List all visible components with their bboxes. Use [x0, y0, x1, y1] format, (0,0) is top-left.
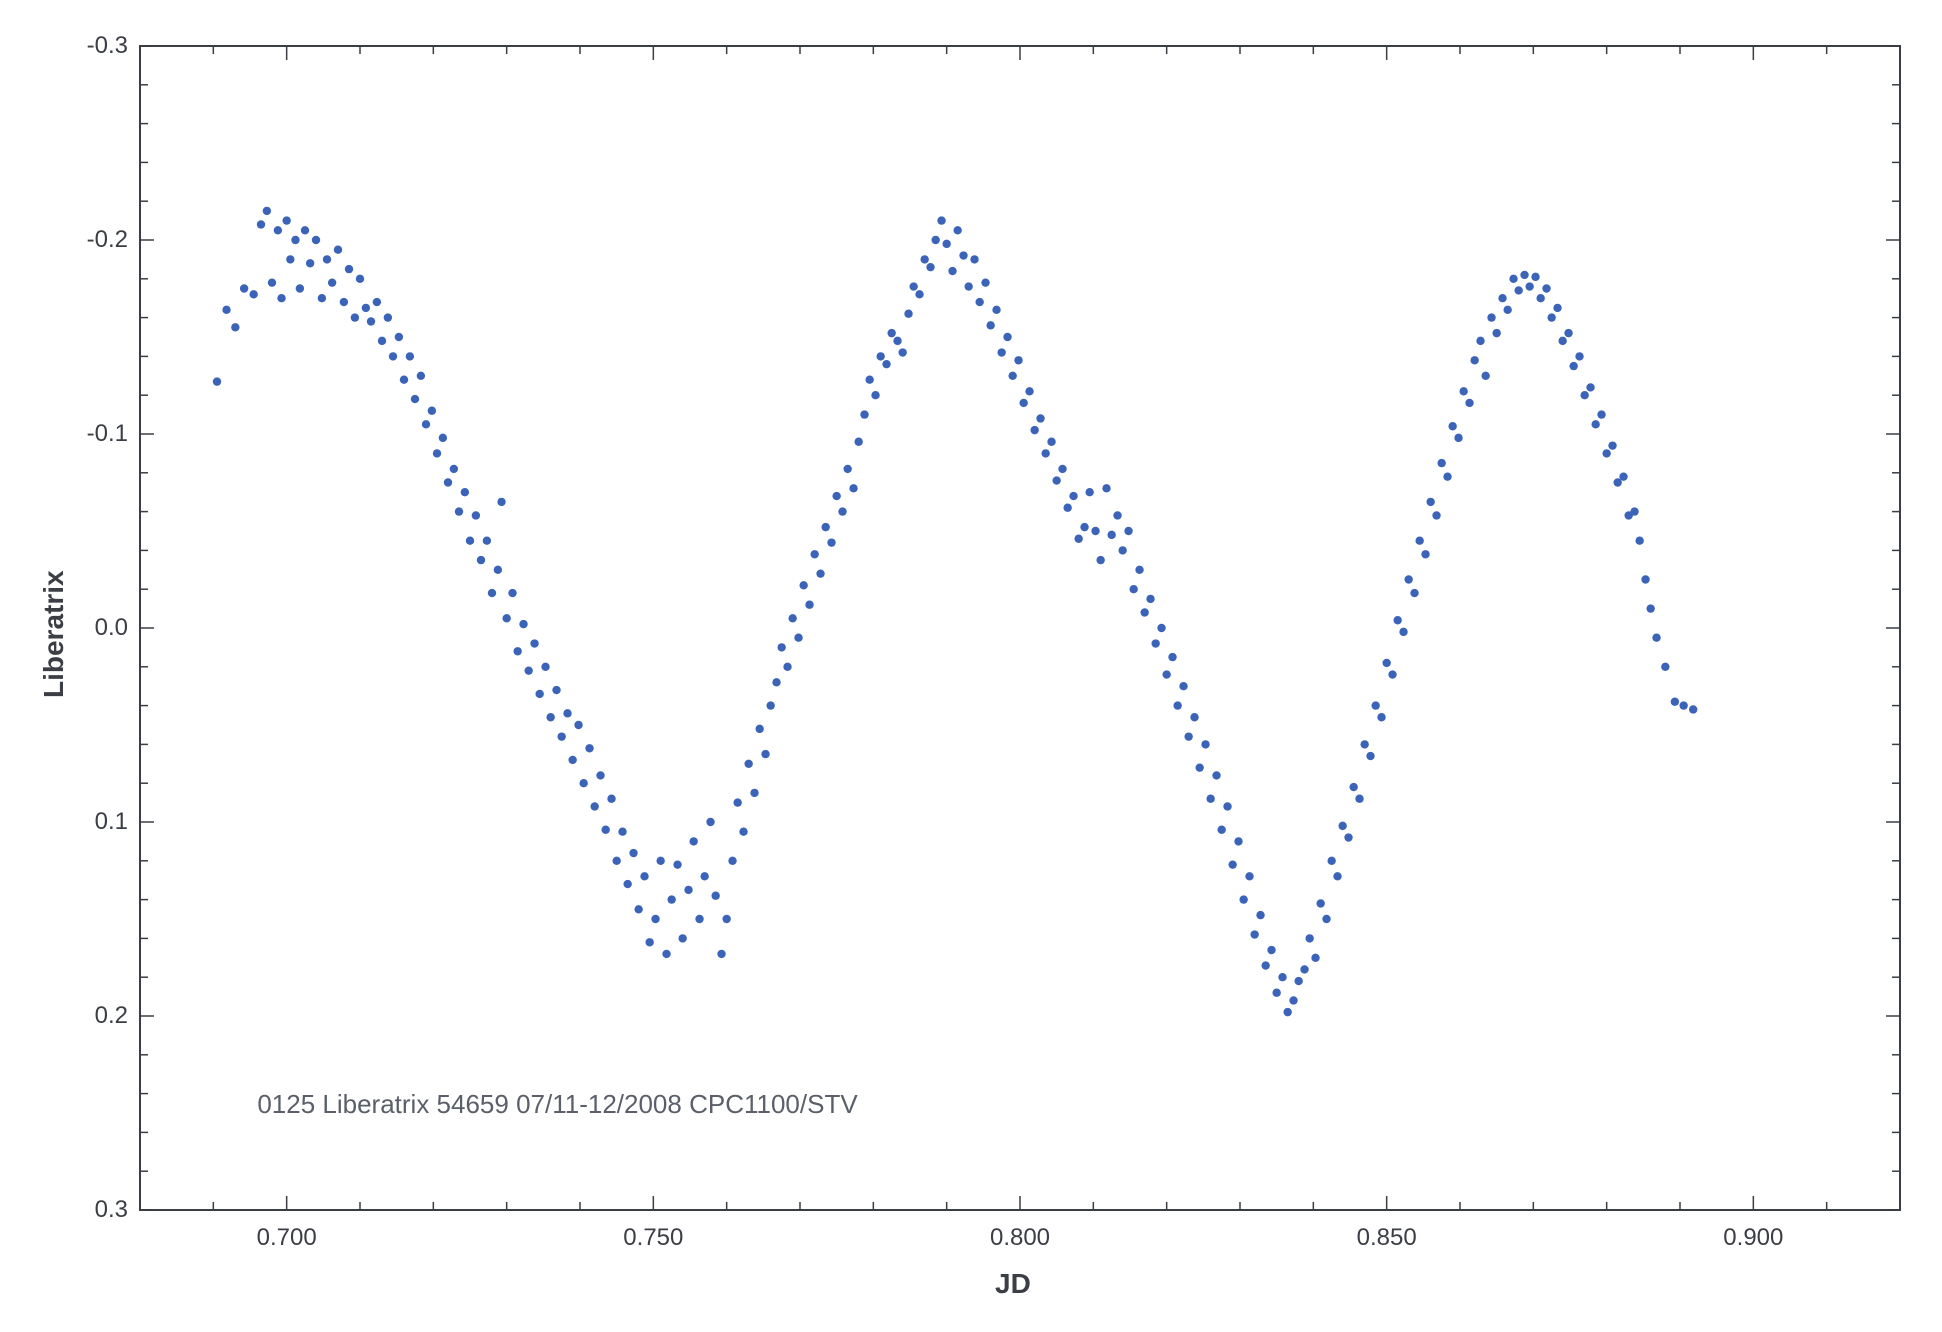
- y-tick-label: -0.2: [87, 226, 128, 254]
- lightcurve-scatter-chart: Liberatrix JD 0125 Liberatrix 54659 07/1…: [0, 0, 1942, 1332]
- y-tick-label: -0.3: [87, 32, 128, 60]
- y-axis-label: Liberatrix: [38, 570, 70, 698]
- x-tick-label: 0.750: [618, 1224, 688, 1252]
- chart-svg: [0, 0, 1942, 1332]
- x-tick-label: 0.900: [1718, 1224, 1788, 1252]
- y-tick-label: -0.1: [87, 420, 128, 448]
- x-tick-label: 0.850: [1352, 1224, 1422, 1252]
- y-tick-label: 0.3: [95, 1196, 128, 1224]
- x-axis-label: JD: [995, 1268, 1031, 1300]
- chart-caption: 0125 Liberatrix 54659 07/11-12/2008 CPC1…: [257, 1089, 857, 1120]
- y-tick-label: 0.2: [95, 1002, 128, 1030]
- y-tick-label: 0.0: [95, 614, 128, 642]
- y-tick-label: 0.1: [95, 808, 128, 836]
- x-tick-label: 0.800: [985, 1224, 1055, 1252]
- x-tick-label: 0.700: [252, 1224, 322, 1252]
